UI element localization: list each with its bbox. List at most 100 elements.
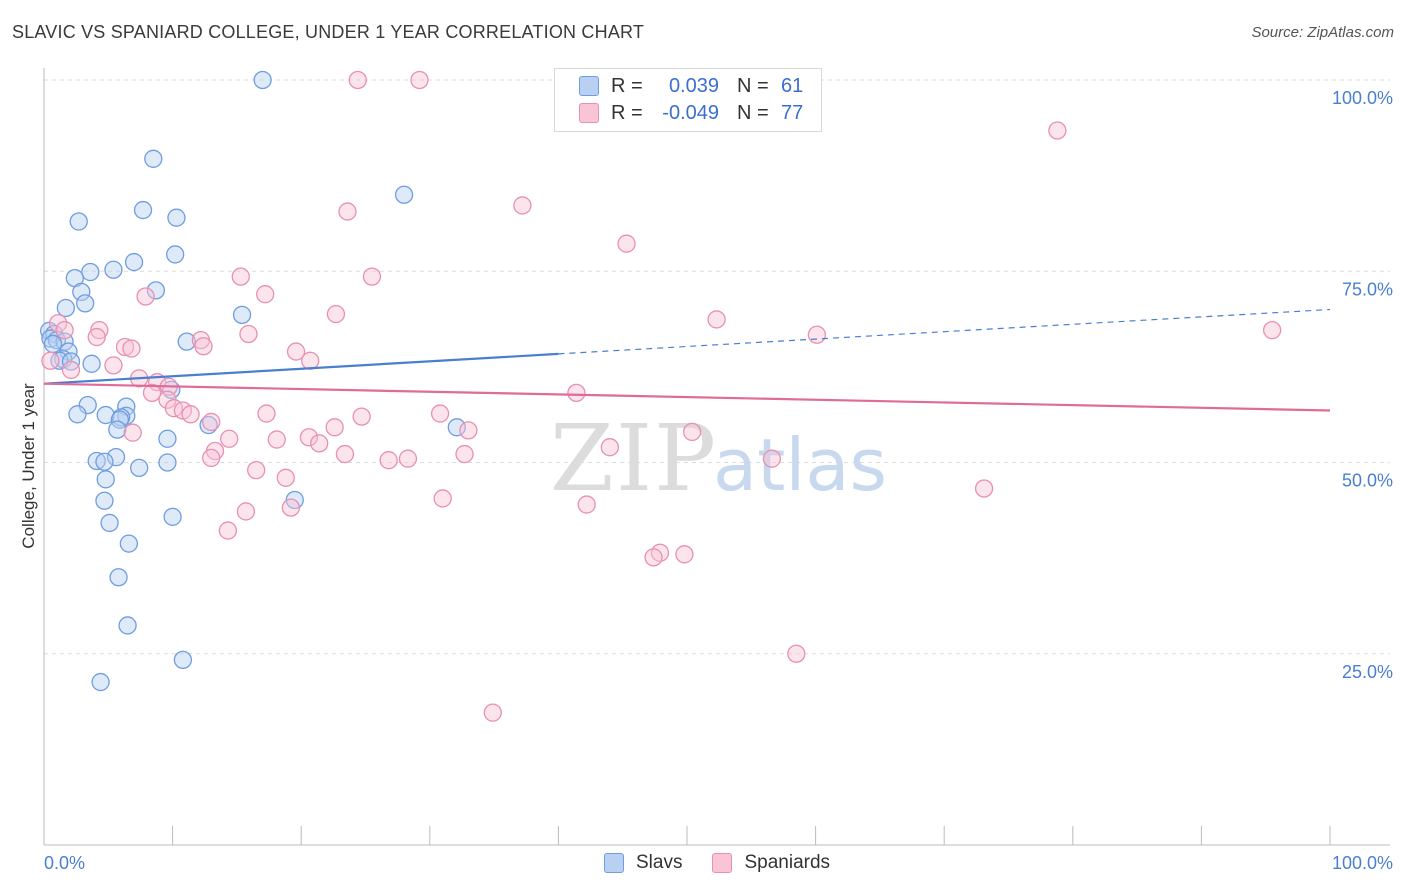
point-spaniards (299, 428, 319, 447)
point-spaniards (104, 356, 123, 375)
point-slavs (158, 429, 177, 448)
point-spaniards (682, 422, 702, 442)
y-axis-label: College, Under 1 year (19, 383, 38, 549)
point-spaniards (218, 521, 238, 540)
x-tick-label: 100.0% (1332, 853, 1393, 873)
point-spaniards (41, 351, 60, 370)
point-spaniards (787, 644, 806, 663)
point-slavs (81, 262, 100, 282)
point-slavs (69, 212, 88, 231)
point-spaniards (136, 287, 155, 306)
point-slavs (133, 200, 153, 220)
point-slavs (96, 470, 115, 489)
point-spaniards (194, 337, 213, 356)
legend-item-spaniards[interactable]: Spaniards (712, 852, 830, 874)
point-spaniards (338, 202, 357, 221)
legend-label-spaniards: Spaniards (744, 852, 831, 873)
point-slavs (43, 334, 63, 354)
stats-legend: R = 0.039 N = 61 R = -0.049 N = 77 (554, 68, 822, 132)
point-spaniards (281, 498, 301, 517)
point-spaniards (123, 423, 142, 442)
point-slavs (95, 491, 114, 510)
point-spaniards (352, 407, 371, 426)
point-spaniards (202, 448, 221, 468)
point-slavs (82, 354, 101, 373)
r-value: -0.049 (662, 101, 719, 124)
trend-line-slavs-extension (558, 308, 1331, 355)
point-slavs (56, 298, 76, 318)
point-slavs (163, 507, 182, 526)
point-spaniards (362, 267, 382, 286)
point-spaniards (455, 444, 474, 464)
legend-label-slavs: Slavs (636, 852, 683, 873)
point-spaniards (513, 196, 532, 215)
watermark-atlas: atlas (713, 423, 887, 507)
point-slavs (166, 245, 185, 264)
point-spaniards (48, 314, 68, 333)
n-label: N = (737, 101, 769, 124)
point-spaniards (430, 404, 450, 423)
y-tick-label: 50.0% (1342, 471, 1393, 491)
point-slavs (232, 305, 252, 325)
point-slavs (167, 208, 186, 227)
n-value: 61 (781, 74, 804, 97)
point-spaniards (220, 429, 239, 448)
r-value: 0.039 (668, 74, 719, 97)
legend-swatch-spaniards (712, 853, 733, 873)
point-spaniards (267, 430, 286, 449)
point-spaniards (1048, 121, 1067, 140)
point-spaniards (644, 548, 663, 567)
point-spaniards (325, 418, 344, 437)
point-spaniards (410, 70, 429, 90)
series-legend: Slavs Spaniards (604, 852, 860, 874)
tick-labels: 25.0% 50.0% 75.0% 100.0% 0.0% 100.0% (44, 88, 1393, 873)
legend-row-spaniards: R = -0.049 N = 77 (579, 100, 803, 126)
point-spaniards (231, 267, 250, 286)
chart-title: SLAVIC VS SPANIARD COLLEGE, UNDER 1 YEAR… (12, 22, 645, 42)
point-spaniards (257, 404, 276, 423)
x-tick-label: 0.0% (44, 853, 85, 873)
point-spaniards (617, 234, 636, 253)
point-spaniards (567, 383, 586, 403)
y-tick-label: 100.0% (1332, 88, 1393, 108)
point-spaniards (310, 434, 329, 453)
point-slavs (72, 282, 91, 302)
point-spaniards (577, 495, 596, 514)
point-spaniards (202, 412, 221, 432)
point-slavs (173, 650, 193, 670)
legend-swatch-spaniards (579, 103, 599, 123)
point-spaniards (142, 383, 162, 403)
point-spaniards (807, 325, 827, 344)
point-slavs (253, 70, 272, 90)
point-slavs (100, 513, 119, 533)
legend-item-slavs[interactable]: Slavs (604, 852, 682, 874)
axes (43, 68, 1390, 846)
grid-lines (44, 79, 1390, 655)
point-spaniards (707, 310, 726, 329)
point-spaniards (600, 438, 619, 457)
point-slavs (108, 420, 127, 439)
watermark-zip: ZIP (550, 405, 718, 512)
point-slavs (95, 452, 114, 471)
point-spaniards (398, 449, 418, 468)
n-value: 77 (781, 101, 804, 124)
point-spaniards (286, 342, 306, 361)
data-points (39, 70, 1282, 722)
zipatlas-watermark: ZIP atlas (550, 405, 887, 512)
point-slavs (118, 616, 137, 635)
point-slavs (146, 281, 166, 300)
trend-lines (43, 308, 1331, 412)
point-spaniards (61, 360, 81, 380)
point-slavs (447, 418, 466, 437)
y-tick-label: 75.0% (1342, 279, 1393, 299)
point-spaniards (762, 449, 782, 468)
point-spaniards (301, 351, 320, 370)
point-spaniards (239, 324, 258, 344)
point-slavs (87, 451, 106, 471)
point-spaniards (236, 502, 256, 521)
source-note: Source: ZipAtlas.com (1251, 24, 1394, 41)
legend-row-slavs: R = 0.039 N = 61 (579, 73, 803, 99)
point-spaniards (675, 545, 694, 564)
point-slavs (106, 447, 126, 467)
point-spaniards (115, 337, 135, 357)
